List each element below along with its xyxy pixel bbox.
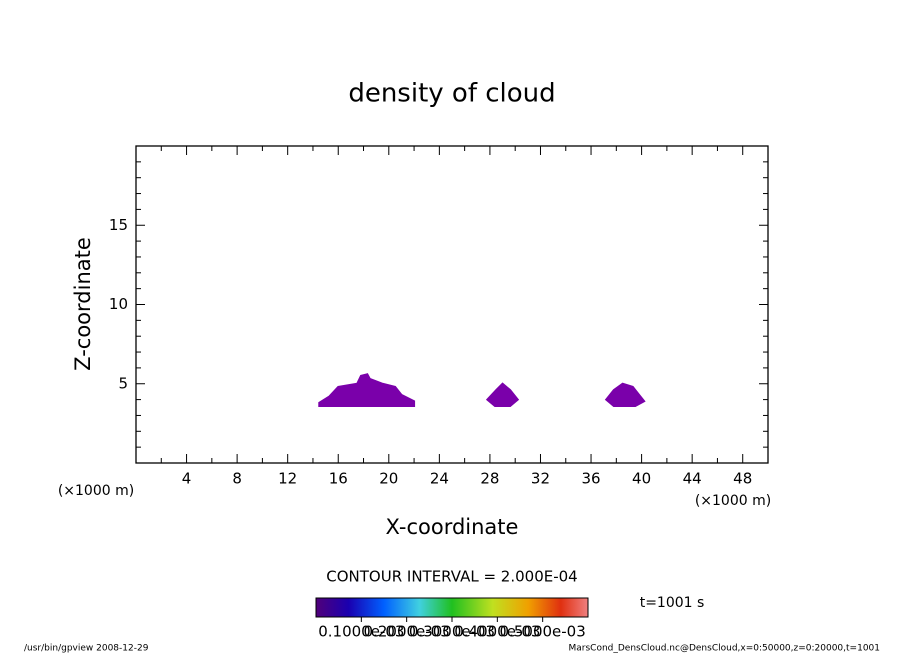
- colorbar: [315, 597, 589, 618]
- footer: MarsCond_DensCloud.nc@DensCloud,x=0:5000…: [569, 644, 881, 654]
- x-tick-label: 40: [632, 470, 651, 488]
- time-label: t=1001 s: [640, 595, 705, 611]
- colorbar-label: 0.1000e-03: [318, 623, 404, 641]
- cloud-region: [318, 373, 416, 407]
- colorbar-label: 0.5000e-03: [500, 623, 586, 641]
- x-unit: (×1000 m): [695, 493, 771, 509]
- chart-title: density of cloud: [348, 79, 555, 109]
- cloud-region: [604, 382, 646, 407]
- x-tick-label: 4: [182, 470, 192, 488]
- contour-interval: CONTOUR INTERVAL = 2.000E-04: [326, 568, 577, 586]
- x-tick-label: 36: [581, 470, 600, 488]
- x-tick-label: 8: [232, 470, 242, 488]
- x-tick-label: 24: [430, 470, 449, 488]
- x-tick-label: 32: [531, 470, 550, 488]
- colorbar-label: 0.3000e-03: [409, 623, 495, 641]
- x-tick-label: 48: [733, 470, 752, 488]
- x-axis-label: X-coordinate: [386, 515, 519, 539]
- cloud-region: [485, 382, 520, 407]
- x-tick-label: 28: [480, 470, 499, 488]
- footer: /usr/bin/gpview 2008-12-29: [24, 644, 149, 654]
- x-tick-label: 12: [278, 470, 297, 488]
- colorbar-label: 0.4000e-03: [454, 623, 540, 641]
- x-tick-label: 20: [379, 470, 398, 488]
- x-tick-label: 44: [683, 470, 702, 488]
- x-tick-label: 16: [329, 470, 348, 488]
- colorbar-label: 0.2000e-03: [364, 623, 450, 641]
- y-tick-label: 15: [109, 216, 128, 234]
- y-tick-label: 5: [118, 374, 128, 392]
- x-unit: (×1000 m): [58, 483, 134, 499]
- plot-frame: [135, 145, 769, 464]
- y-tick-label: 10: [109, 295, 128, 313]
- y-axis-label: Z-coordinate: [71, 237, 95, 371]
